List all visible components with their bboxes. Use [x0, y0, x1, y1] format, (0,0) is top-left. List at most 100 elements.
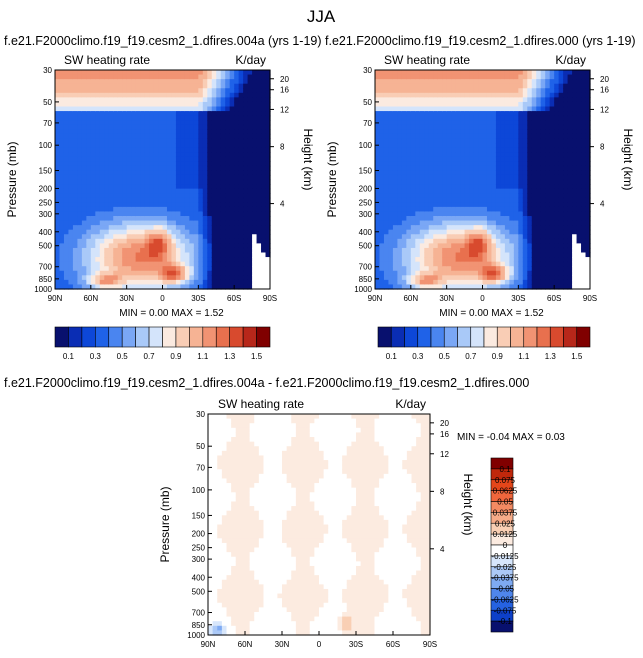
field-cell: [540, 257, 546, 263]
field-cell: [478, 184, 484, 190]
field-cell: [478, 161, 484, 167]
field-cell: [117, 257, 123, 263]
field-cell: [153, 284, 159, 290]
field-cell: [415, 124, 421, 130]
field-cell: [217, 529, 223, 535]
field-cell: [90, 111, 96, 117]
field-cell: [220, 170, 226, 176]
field-cell: [220, 143, 226, 149]
field-cell: [220, 174, 226, 181]
field-cell: [216, 115, 222, 121]
field-cell: [567, 197, 573, 203]
field-cell: [424, 170, 430, 176]
field-cell: [171, 275, 177, 281]
field-cell: [211, 147, 217, 153]
field-cell: [113, 101, 119, 108]
field-cell: [536, 133, 542, 140]
field-cell: [256, 83, 262, 89]
field-cell: [540, 97, 546, 103]
field-cell: [158, 211, 164, 217]
field-cell: [410, 174, 416, 181]
field-cell: [415, 129, 421, 135]
field-cell: [522, 197, 528, 203]
field-cell: [126, 174, 132, 181]
field-cell: [545, 197, 551, 203]
field-cell: [131, 179, 137, 185]
field-cell: [117, 193, 123, 199]
field-cell: [460, 184, 466, 190]
field-cell: [212, 542, 218, 549]
field-cell: [509, 165, 515, 171]
field-cell: [558, 220, 564, 226]
field-cell: [540, 216, 546, 222]
field-cell: [572, 170, 578, 176]
field-cell: [460, 70, 466, 76]
field-cell: [567, 156, 573, 162]
field-cell: [500, 111, 506, 117]
field-cell: [460, 261, 466, 267]
field-cell: [72, 234, 78, 240]
field-cell: [180, 279, 186, 286]
field-cell: [388, 120, 394, 126]
field-cell: [81, 261, 87, 267]
field-cell: [99, 138, 105, 144]
field-cell: [234, 174, 240, 181]
field-cell: [383, 220, 390, 226]
field-cell: [545, 270, 551, 276]
colorbar-label: 0.7: [144, 352, 156, 361]
field-cell: [585, 252, 591, 258]
field-cell: [162, 243, 168, 249]
field-cell: [158, 143, 164, 149]
y-tick-label: 50: [43, 98, 52, 107]
field-cell: [243, 156, 249, 162]
field-cell: [217, 556, 223, 562]
field-cell: [383, 211, 390, 217]
field-cell: [144, 133, 150, 140]
field-cell: [226, 506, 232, 512]
field-cell: [567, 120, 573, 126]
field-cell: [563, 284, 569, 290]
field-cell: [554, 74, 560, 80]
field-cell: [375, 111, 381, 117]
field-cell: [166, 147, 173, 153]
field-cell: [572, 106, 578, 112]
field-cell: [217, 524, 223, 530]
field-cell: [522, 74, 528, 80]
field-cell: [581, 279, 587, 286]
field-cell: [208, 616, 214, 622]
field-cell: [77, 225, 83, 231]
field-cell: [207, 216, 213, 222]
field-cell: [189, 88, 195, 94]
field-cell: [252, 174, 258, 181]
field-cell: [208, 625, 214, 631]
field-cell: [563, 161, 569, 167]
field-cell: [108, 193, 114, 199]
field-cell: [184, 88, 190, 94]
field-cell: [549, 133, 555, 140]
field-cell: [572, 216, 578, 222]
field-cell: [144, 220, 150, 226]
field-cell: [108, 216, 114, 222]
field-cell: [433, 261, 439, 267]
colorbar-label: 0.5: [439, 352, 451, 361]
field-cell: [388, 170, 394, 176]
field-cell: [131, 147, 137, 153]
field-cell: [491, 165, 497, 171]
field-cell: [208, 506, 214, 512]
field-cell: [540, 101, 546, 108]
field-cell: [424, 88, 430, 94]
field-cell: [406, 179, 412, 185]
field-cell: [415, 170, 421, 176]
field-cell: [388, 106, 394, 112]
field-cell: [220, 115, 226, 121]
colorbar-box: [215, 326, 230, 348]
field-cell: [104, 156, 110, 162]
field-cell: [455, 247, 461, 254]
field-cell: [261, 197, 267, 203]
field-cell: [243, 184, 249, 190]
field-cell: [86, 279, 92, 286]
field-cell: [392, 143, 398, 149]
field-cell: [113, 156, 119, 162]
field-cell: [212, 515, 218, 521]
field-cell: [207, 156, 213, 162]
